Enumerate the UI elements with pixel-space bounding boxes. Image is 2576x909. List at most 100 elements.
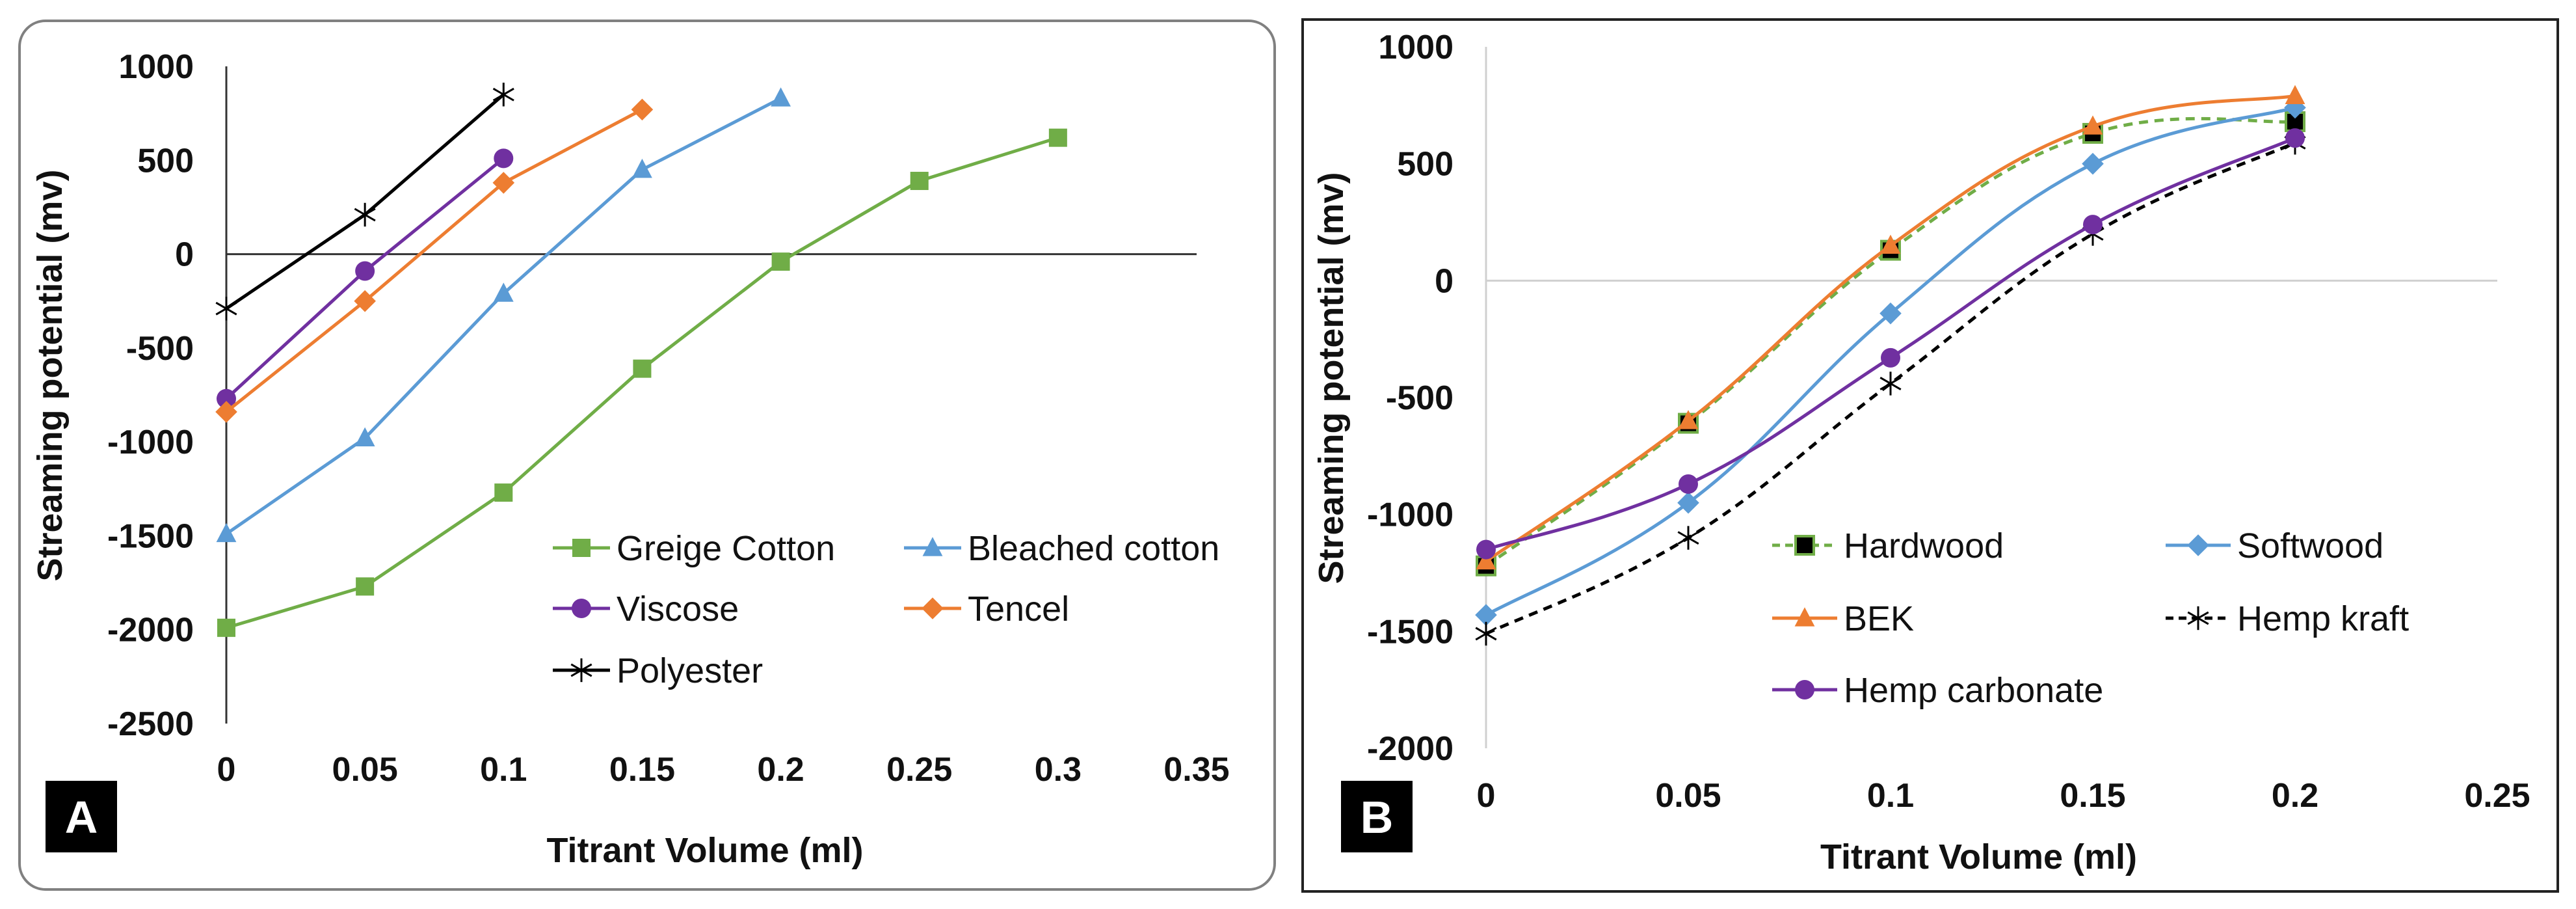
legend-label: BEK bbox=[1844, 599, 1914, 638]
data-point bbox=[633, 359, 652, 378]
x-axis-title: Titrant Volume (ml) bbox=[1820, 837, 2137, 876]
panel-label: B bbox=[1361, 792, 1394, 843]
data-point bbox=[1677, 526, 1699, 550]
data-point bbox=[1476, 539, 1496, 560]
legend-item: Bleached cotton bbox=[904, 529, 1219, 568]
y-tick-label: 0 bbox=[175, 236, 194, 274]
legend-label: Viscose bbox=[617, 590, 739, 629]
x-tick-label: 0.05 bbox=[1655, 777, 1721, 815]
data-point bbox=[1476, 550, 1496, 570]
x-tick-label: 0.25 bbox=[2464, 777, 2530, 815]
data-point bbox=[771, 252, 790, 271]
data-point bbox=[216, 522, 237, 543]
series-bleached-cotton bbox=[216, 87, 791, 543]
y-tick-label: -500 bbox=[1386, 379, 1454, 417]
panel-b-frame bbox=[1301, 18, 2559, 893]
data-point bbox=[354, 202, 376, 227]
x-tick-label: 0.1 bbox=[480, 751, 527, 789]
legend-item: Hardwood bbox=[1772, 526, 2004, 565]
panel-badge-box bbox=[46, 781, 117, 852]
series-viscose bbox=[217, 148, 514, 409]
legend-item: Tencel bbox=[904, 590, 1069, 629]
y-axis-title: Streaming potential (mv) bbox=[31, 169, 70, 581]
y-tick-label: -1500 bbox=[107, 517, 194, 555]
x-tick-label: 0.15 bbox=[2060, 777, 2125, 815]
legend-label: Hemp carbonate bbox=[1844, 671, 2103, 710]
data-point bbox=[215, 297, 237, 321]
legend-swatch-marker bbox=[1794, 607, 1815, 627]
data-point bbox=[354, 427, 375, 446]
data-point bbox=[1475, 621, 1497, 646]
data-point bbox=[771, 87, 791, 107]
data-point bbox=[631, 98, 654, 121]
panel-badge: A bbox=[46, 781, 117, 852]
y-axis-title: Streaming potential (mv) bbox=[1312, 172, 1351, 584]
y-tick-label: 500 bbox=[137, 142, 194, 180]
data-point bbox=[494, 148, 514, 169]
legend-swatch-marker bbox=[570, 658, 592, 683]
y-tick-label: 1000 bbox=[1378, 29, 1454, 66]
y-tick-label: -2500 bbox=[107, 705, 194, 743]
data-point bbox=[354, 290, 376, 312]
x-axis-title: Titrant Volume (ml) bbox=[546, 831, 863, 870]
data-point bbox=[2082, 115, 2103, 135]
x-tick-label: 0.2 bbox=[2272, 777, 2318, 815]
data-point bbox=[1475, 604, 1497, 626]
star-stroke bbox=[1475, 627, 1497, 641]
panel-label: A bbox=[65, 792, 98, 843]
data-point bbox=[2083, 215, 2103, 235]
chart-a: 1000 500 0 -500 -1000 -1500 -2000 -2500 0 0.05 0.1… bbox=[31, 48, 1230, 870]
legend-swatch-marker bbox=[922, 537, 943, 556]
legend-item: Viscose bbox=[553, 590, 739, 629]
y-tick-label: -1000 bbox=[107, 424, 194, 461]
data-point bbox=[2285, 128, 2305, 148]
data-point bbox=[1679, 474, 1698, 494]
legend-label: Softwood bbox=[2237, 526, 2383, 565]
series-tencel bbox=[215, 98, 654, 423]
data-point bbox=[1881, 347, 1900, 368]
data-point bbox=[217, 388, 236, 409]
data-point bbox=[355, 261, 375, 281]
x-tick-label: 0.3 bbox=[1035, 751, 1082, 789]
legend-item: BEK bbox=[1772, 599, 1914, 638]
data-point bbox=[2082, 152, 2104, 175]
data-point bbox=[217, 618, 235, 637]
y-tick-label: -1500 bbox=[1367, 613, 1454, 651]
series-bek bbox=[1476, 85, 2305, 570]
y-tick-label: 1000 bbox=[118, 48, 194, 86]
data-point bbox=[356, 577, 375, 596]
star-stroke bbox=[2187, 611, 2209, 625]
legend-swatch-marker bbox=[1795, 680, 1814, 699]
legend-swatch-marker bbox=[1794, 535, 1815, 556]
data-point bbox=[492, 83, 514, 107]
legend-label: Hardwood bbox=[1844, 526, 2004, 565]
legend-item: Softwood bbox=[2166, 526, 2383, 565]
x-tick-label: 0.05 bbox=[332, 751, 398, 789]
star-stroke bbox=[215, 301, 237, 316]
x-tick-label: 0 bbox=[1477, 777, 1496, 815]
panel-badge-box bbox=[1341, 781, 1413, 852]
y-tick-label: -2000 bbox=[107, 612, 194, 649]
star-stroke bbox=[492, 87, 514, 102]
data-point bbox=[1879, 302, 1902, 325]
data-point bbox=[910, 172, 929, 191]
legend-item: Hemp carbonate bbox=[1772, 671, 2103, 710]
x-tick-label: 0.35 bbox=[1163, 751, 1229, 789]
star-stroke bbox=[1879, 377, 1902, 390]
data-point bbox=[632, 158, 652, 178]
legend-label: Bleached cotton bbox=[968, 529, 1219, 568]
legend-label: Polyester bbox=[617, 651, 763, 690]
x-tick-label: 0.15 bbox=[609, 751, 675, 789]
legend-swatch-marker bbox=[2187, 534, 2209, 556]
data-point bbox=[1677, 491, 1699, 514]
y-tick-label: -1000 bbox=[1367, 496, 1454, 534]
x-tick-label: 0.25 bbox=[886, 751, 952, 789]
y-tick-label: 0 bbox=[1435, 262, 1454, 300]
series-line bbox=[225, 108, 643, 413]
series-line bbox=[1485, 141, 2296, 636]
legend-label: Tencel bbox=[968, 590, 1069, 629]
legend-swatch-marker bbox=[922, 597, 944, 619]
star-stroke bbox=[354, 208, 376, 222]
legend-swatch-marker bbox=[572, 599, 591, 618]
